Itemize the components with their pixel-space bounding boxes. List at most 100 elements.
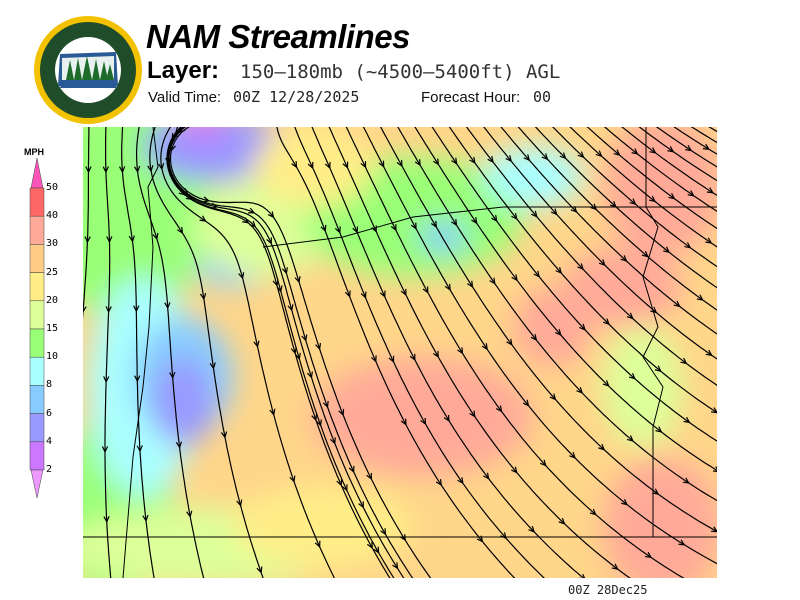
streamline xyxy=(83,127,90,320)
streamline-arrowhead xyxy=(420,417,427,426)
legend-swatch xyxy=(29,215,45,245)
streamline-arrowhead xyxy=(379,290,386,298)
map-title: NAM Streamlines xyxy=(146,18,410,55)
streamline-arrowhead xyxy=(554,328,562,336)
streamline-arrowhead xyxy=(388,355,395,363)
streamline xyxy=(276,127,516,578)
streamline-arrowhead xyxy=(668,192,676,200)
streamline-arrowhead xyxy=(523,154,531,162)
streamline-arrowhead xyxy=(178,188,186,196)
streamline-arrowhead xyxy=(266,237,272,245)
valid-time-value: 00Z 12/28/2025 xyxy=(233,88,360,106)
streamline xyxy=(690,127,717,144)
streamline xyxy=(294,127,545,578)
streamline-arrowhead xyxy=(133,305,140,313)
streamline-arrowhead xyxy=(483,472,490,480)
streamline-arrowhead xyxy=(613,149,621,156)
legend-swatch xyxy=(29,187,45,217)
streamline-arrowhead xyxy=(315,419,322,427)
streamline-arrowhead xyxy=(641,250,649,258)
streamline xyxy=(517,127,717,311)
streamline-arrowhead xyxy=(338,408,345,417)
streamline-arrowhead xyxy=(136,445,143,453)
legend-tick-label: 50 xyxy=(46,182,59,193)
streamline-arrowhead xyxy=(684,242,692,249)
streamline-arrowhead xyxy=(294,352,301,361)
streamline-arrowhead xyxy=(682,477,690,484)
streamline xyxy=(166,127,391,578)
streamline-arrowhead xyxy=(549,393,557,401)
legend-swatch xyxy=(29,441,45,471)
legend-swatch xyxy=(29,356,45,386)
streamline-arrowhead xyxy=(598,443,606,451)
streamline-arrowhead xyxy=(169,371,176,380)
streamline-arrowhead xyxy=(678,539,686,546)
streamline-arrowhead xyxy=(373,546,380,554)
streamline-arrowhead xyxy=(476,535,484,543)
streamline-arrowhead xyxy=(281,267,288,275)
streamline-arrowhead xyxy=(106,236,113,244)
streamline-arrowhead xyxy=(495,405,503,413)
streamline-arrowhead xyxy=(314,540,321,548)
streamline xyxy=(655,127,717,168)
layer-label: Layer: xyxy=(147,57,220,84)
streamline-arrowhead xyxy=(134,375,141,383)
streamline-arrowhead xyxy=(443,414,450,423)
streamline-arrowhead xyxy=(435,478,442,487)
state-borders xyxy=(83,127,717,578)
streamline-arrowhead xyxy=(102,166,109,174)
streamline-arrowhead xyxy=(577,151,585,159)
streamline-arrowhead xyxy=(530,333,538,342)
streamline-arrowhead xyxy=(531,210,538,218)
streamline-arrowhead xyxy=(175,441,183,449)
streamline-arrowhead xyxy=(202,196,211,203)
streamline-arrowhead xyxy=(705,237,713,244)
streamline-arrowhead xyxy=(324,161,331,170)
streamline xyxy=(534,127,717,289)
streamline-arrowhead xyxy=(175,127,182,134)
streamline-arrowhead xyxy=(711,407,717,414)
streamline xyxy=(397,127,717,502)
legend-swatch xyxy=(29,385,45,414)
streamline-arrowhead xyxy=(511,274,518,282)
streamline xyxy=(136,127,205,578)
streamline-arrowhead xyxy=(491,215,498,223)
streamline-arrowhead xyxy=(290,347,297,355)
streamline-arrowhead xyxy=(489,277,496,285)
streamline-arrowhead xyxy=(253,340,260,348)
streamline-arrowhead xyxy=(467,280,474,288)
streamline-arrowhead xyxy=(220,431,228,439)
streamline-arrowhead xyxy=(378,160,385,168)
streamline xyxy=(708,127,717,133)
streamline xyxy=(465,127,717,386)
streamline-arrowhead xyxy=(358,501,364,509)
forecast-hour-label: Forecast Hour: xyxy=(421,89,521,106)
streamline-arrowhead xyxy=(142,514,149,523)
legend-max-arrow xyxy=(30,158,44,189)
odf-logo xyxy=(34,16,142,124)
streamline-arrowhead xyxy=(702,143,711,150)
streamline-arrowhead xyxy=(422,286,429,294)
streamline-arrowhead xyxy=(344,290,351,298)
streamline-arrowhead xyxy=(645,551,653,559)
streamline xyxy=(414,127,717,472)
streamline-arrowhead xyxy=(663,246,671,254)
legend-tick-label: 20 xyxy=(46,294,59,306)
streamline-arrowhead xyxy=(570,205,578,213)
streamline-arrowhead xyxy=(432,350,439,359)
legend-unit: MPH xyxy=(24,147,44,157)
streamline-arrowhead xyxy=(399,534,406,542)
forecast-hour-value: 00 xyxy=(533,88,552,106)
streamline xyxy=(104,127,112,578)
streamline-arrowhead xyxy=(272,279,279,287)
streamline-arrowhead xyxy=(457,347,464,355)
streamline xyxy=(328,127,631,578)
streamline-arrowhead xyxy=(457,477,464,485)
streamline-arrowhead xyxy=(311,413,318,422)
streamline-arrowhead xyxy=(673,300,681,308)
streamline-arrowhead xyxy=(511,466,518,474)
streamline-arrowhead xyxy=(301,334,308,342)
streamline-arrowhead xyxy=(236,499,243,507)
streamline-arrowhead xyxy=(366,472,372,481)
